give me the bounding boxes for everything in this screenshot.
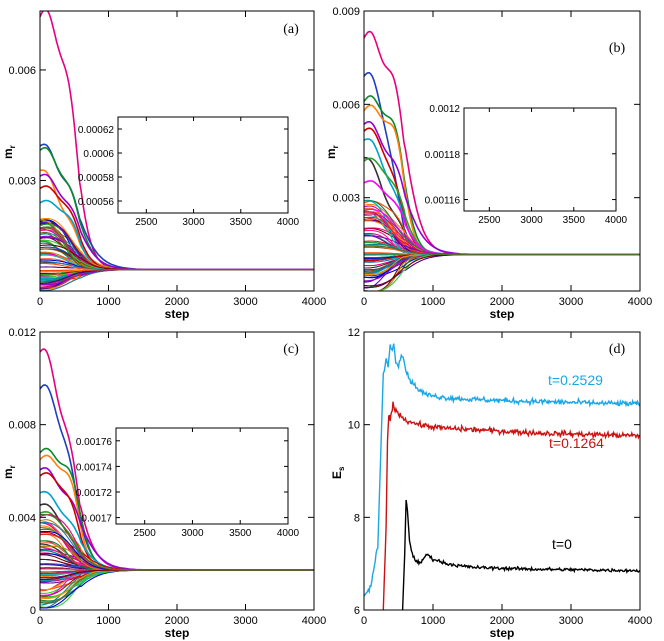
x-axis-label: step — [490, 307, 515, 321]
panel-label: (d) — [609, 342, 626, 357]
series-line-t-0-2529 — [364, 343, 640, 597]
x-axis-label: step — [165, 626, 190, 640]
x-tick-label: 4000 — [302, 296, 326, 308]
x-tick-label: 4000 — [605, 215, 628, 226]
x-axis-label: step — [490, 626, 515, 640]
x-tick-label: 2000 — [490, 615, 514, 627]
x-tick-label: 0 — [361, 615, 367, 627]
inset-frame — [117, 116, 289, 214]
series-bundle — [40, 348, 314, 609]
x-tick-label: 4000 — [277, 217, 300, 228]
curve-annotation: t=0.1264 — [549, 435, 604, 451]
x-tick-label: 1000 — [421, 296, 445, 308]
y-tick-label: 0.009 — [332, 6, 360, 18]
axes: 0 1000 2000 3000 4000 0.003 0.006 0.009 — [332, 6, 652, 308]
x-tick-label: 1000 — [96, 296, 120, 308]
series-line — [40, 514, 314, 571]
series-line — [40, 569, 314, 608]
x-tick-label: 2000 — [165, 296, 189, 308]
x-axis-label: step — [165, 307, 190, 321]
y-tick-label: 0.00118 — [425, 150, 461, 161]
x-tick-label: 2500 — [478, 215, 501, 226]
series-line — [364, 245, 640, 256]
y-tick-label: 0.0006 — [83, 149, 114, 160]
y-tick-label: 0.003 — [8, 175, 36, 187]
curve-annotation: t=0.2529 — [548, 372, 603, 388]
x-tick-label: 3000 — [559, 296, 583, 308]
x-tick-label: 4000 — [628, 615, 652, 627]
series-line-t-0 — [401, 499, 640, 610]
y-axis-label: Es — [330, 466, 346, 479]
series-line — [40, 227, 314, 271]
x-tick-label: 4000 — [628, 296, 652, 308]
y-tick-label: 0.012 — [8, 327, 36, 339]
x-tick-label: 3000 — [182, 217, 205, 228]
x-tick-label: 1000 — [421, 615, 445, 627]
y-tick-label: 0.00116 — [425, 196, 461, 207]
y-tick-label: 8 — [354, 512, 360, 524]
x-tick-label: 3000 — [233, 296, 257, 308]
y-axis-label: mr — [1, 465, 17, 479]
y-tick-label: 0 — [30, 605, 36, 617]
y-tick-label: 0.00174 — [76, 462, 113, 473]
y-axis-label: mr — [1, 145, 17, 159]
x-tick-label: 3000 — [520, 215, 543, 226]
x-tick-label: 3000 — [181, 528, 204, 539]
x-tick-label: 2500 — [135, 217, 158, 228]
x-tick-label: 3500 — [229, 528, 252, 539]
inset-frame — [115, 427, 289, 525]
x-tick-label: 3000 — [559, 615, 583, 627]
x-tick-label: 0 — [361, 296, 367, 308]
axes: 0 1000 2000 3000 4000 0 0.004 0.008 0.012 — [8, 327, 326, 627]
x-tick-label: 3500 — [230, 217, 253, 228]
x-tick-label: 2500 — [134, 528, 157, 539]
x-tick-label: 3500 — [563, 215, 586, 226]
x-tick-label: 0 — [37, 615, 43, 627]
y-tick-label: 0.00058 — [78, 173, 115, 184]
y-tick-label: 0.004 — [8, 512, 36, 524]
inset-axes: 2500 3000 3500 4000 0.00116 0.00118 0.0012 — [425, 104, 628, 226]
y-tick-label: 0.003 — [332, 193, 360, 205]
x-tick-label: 4000 — [302, 615, 326, 627]
panel-label: (c) — [283, 342, 299, 357]
x-tick-label: 3000 — [233, 615, 257, 627]
series-line-t-0-1264 — [382, 401, 640, 610]
y-tick-label: 6 — [354, 605, 360, 617]
y-tick-label: 0.0017 — [81, 514, 112, 525]
y-axis-label: mr — [324, 145, 340, 159]
y-tick-label: 0.0012 — [429, 104, 460, 115]
panel-label: (b) — [609, 41, 626, 56]
series-bundle — [364, 30, 640, 291]
y-tick-label: 0.00056 — [78, 197, 115, 208]
inset-axes: 2500 3000 3500 4000 0.0017 0.00172 0.00174 0.00… — [76, 427, 300, 539]
inset-axes: 2500 3000 3500 4000 0.00056 0.00058 0.0006 0.00… — [78, 116, 300, 228]
series-bundle — [40, 11, 314, 291]
y-tick-label: 0.00176 — [76, 437, 113, 448]
y-tick-label: 0.006 — [332, 99, 360, 111]
panel-label: (a) — [283, 22, 299, 37]
energy-series — [364, 343, 640, 610]
y-tick-label: 10 — [348, 420, 360, 432]
y-tick-label: 0.00062 — [78, 125, 115, 136]
series-line — [40, 569, 314, 606]
y-tick-label: 12 — [348, 327, 360, 339]
y-tick-label: 0.008 — [8, 420, 36, 432]
x-tick-label: 2000 — [490, 296, 514, 308]
axes: 0 1000 2000 3000 4000 6 8 10 12 — [348, 327, 652, 627]
axes: 0 1000 2000 3000 4000 0.003 0.006 — [8, 10, 326, 308]
y-tick-label: 0.006 — [8, 65, 36, 77]
x-tick-label: 4000 — [277, 528, 300, 539]
x-tick-label: 0 — [37, 296, 43, 308]
curve-annotation: t=0 — [552, 536, 572, 552]
x-tick-label: 2000 — [165, 615, 189, 627]
y-tick-label: 0.00172 — [76, 488, 113, 499]
x-tick-label: 1000 — [96, 615, 120, 627]
inset-frame — [463, 107, 617, 212]
